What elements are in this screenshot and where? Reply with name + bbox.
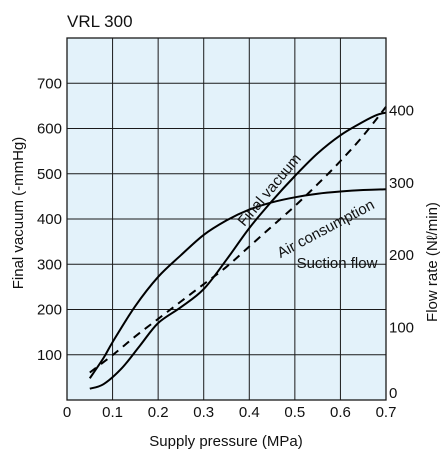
x-tick-label: 0.5 xyxy=(284,404,305,421)
tick-labels: 0 0.1 0.2 0.3 0.4 0.5 0.6 0.7 100 200 300 400 500 600… xyxy=(37,75,414,421)
x-tick-label: 0.7 xyxy=(376,404,397,421)
y2-tick-label: 200 xyxy=(389,247,414,264)
x-axis-label: Supply pressure (MPa) xyxy=(149,433,302,450)
chart-title: VRL 300 xyxy=(67,12,133,31)
y2-tick-label: 400 xyxy=(389,102,414,119)
x-tick-label: 0 xyxy=(63,404,71,421)
series-line-suction-flow xyxy=(88,188,387,379)
y-tick-label: 500 xyxy=(37,166,62,183)
y-axis-label: Final vacuum (-mmHg) xyxy=(10,137,27,290)
y2-axis-label: Flow rate (Nℓ/min) xyxy=(424,202,441,322)
y2-tick-label: 100 xyxy=(389,320,414,337)
y-tick-label: 100 xyxy=(37,347,62,364)
series-label: Suction flow xyxy=(297,255,378,272)
x-tick-label: 0.2 xyxy=(148,404,169,421)
x-tick-label: 0.1 xyxy=(102,404,123,421)
y-tick-label: 200 xyxy=(37,302,62,319)
y2-tick-label: 0 xyxy=(389,385,397,402)
plot-frame xyxy=(66,37,387,401)
series-line-final-vacuum xyxy=(89,111,387,390)
y2-tick-label: 300 xyxy=(389,175,414,192)
x-tick-label: 0.4 xyxy=(239,404,260,421)
x-tick-label: 0.3 xyxy=(193,404,214,421)
y-tick-label: 600 xyxy=(37,121,62,138)
series-lines xyxy=(88,106,387,390)
y-tick-label: 300 xyxy=(37,256,62,273)
y-tick-label: 400 xyxy=(37,211,62,228)
y-tick-label: 700 xyxy=(37,75,62,92)
series-line-air-consumption xyxy=(89,106,387,374)
x-tick-label: 0.6 xyxy=(330,404,351,421)
